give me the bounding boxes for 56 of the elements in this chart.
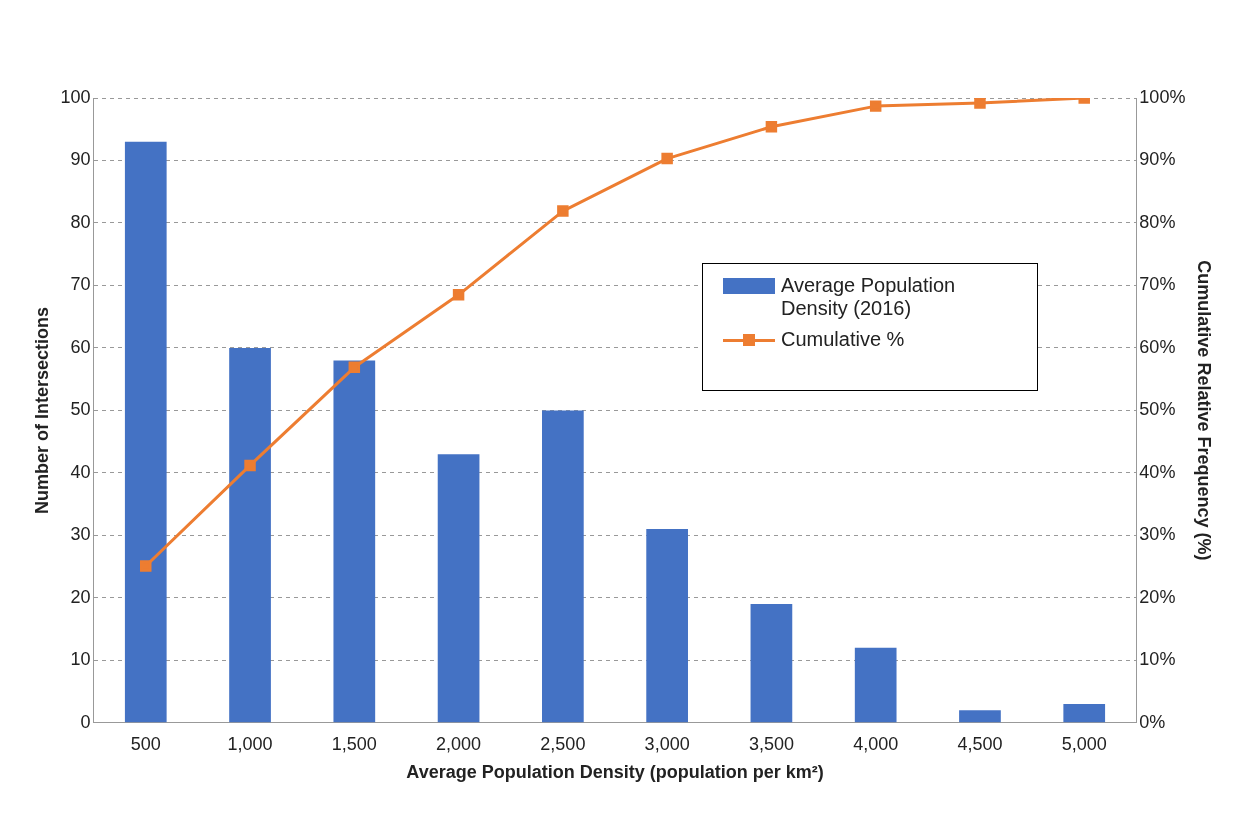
x-tick-label: 4,000 — [853, 733, 899, 754]
y-tick-label: 10 — [70, 649, 91, 670]
y-tick-label: 0 — [80, 711, 91, 732]
point — [765, 121, 778, 133]
y-tick-label: 80 — [70, 211, 91, 232]
y2-tick-label: 40% — [1139, 461, 1176, 482]
point — [869, 100, 882, 112]
y2-tick-label: 90% — [1139, 149, 1176, 170]
bar — [229, 347, 271, 723]
point — [140, 560, 152, 572]
y2-tick-label: 70% — [1139, 274, 1176, 295]
x-tick-label: 2,500 — [540, 733, 586, 754]
y2-tick-label: 10% — [1139, 649, 1176, 670]
y2-tick-label: 50% — [1139, 399, 1176, 420]
y2-tick-label: 0% — [1139, 711, 1166, 732]
legend-label: Average Population Density (2016) — [781, 274, 957, 320]
bar — [750, 604, 793, 723]
y2-tick-label: 80% — [1139, 211, 1176, 232]
point — [974, 98, 986, 109]
x-axis-title: Average Population Density (population per km²) — [406, 762, 824, 783]
y-tick-label: 60 — [70, 336, 91, 357]
y-tick-label: 100 — [60, 86, 91, 107]
y-axis-title: Number of Intersections — [31, 306, 52, 514]
y2-tick-label: 30% — [1139, 524, 1176, 545]
x-tick-label: 2,000 — [436, 733, 482, 754]
x-tick-label: 4,500 — [957, 733, 1003, 754]
x-tick-label: 5,000 — [1061, 733, 1107, 754]
bar — [646, 529, 688, 723]
bar — [959, 710, 1001, 723]
x-tick-label: 1,000 — [227, 733, 273, 754]
y2-tick-label: 100% — [1139, 86, 1186, 107]
point — [661, 152, 673, 165]
bar — [854, 647, 897, 723]
point — [452, 289, 465, 301]
x-tick-label: 3,500 — [748, 733, 794, 754]
y-tick-label: 70 — [70, 274, 91, 295]
y2-axis-title: Cumulative Relative Frequency (%) — [1194, 260, 1215, 561]
legend-label: Cumulative % — [781, 328, 905, 351]
x-tick-label: 3,000 — [644, 733, 690, 754]
bar — [437, 454, 480, 723]
bar — [1063, 704, 1106, 723]
y-tick-label: 90 — [70, 149, 91, 170]
y-tick-label: 20 — [70, 586, 91, 607]
bar — [124, 141, 167, 723]
y2-tick-label: 20% — [1139, 586, 1176, 607]
y-tick-label: 40 — [70, 461, 91, 482]
point — [348, 361, 361, 374]
x-tick-label: 500 — [130, 733, 161, 754]
y2-tick-label: 60% — [1139, 336, 1176, 357]
bar — [333, 360, 376, 723]
bar — [542, 410, 584, 723]
x-tick-label: 1,500 — [331, 733, 377, 754]
y-tick-label: 50 — [70, 399, 91, 420]
y-tick-label: 30 — [70, 524, 91, 545]
point — [244, 459, 256, 472]
point — [557, 205, 569, 217]
